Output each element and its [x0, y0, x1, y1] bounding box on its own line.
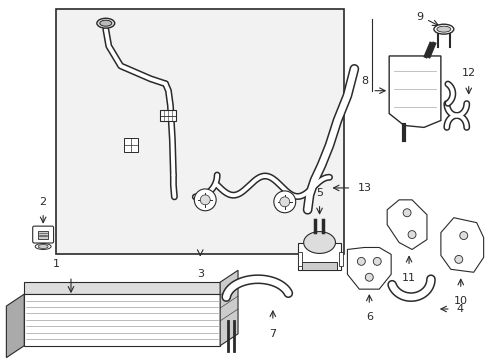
Ellipse shape [433, 24, 453, 34]
Bar [56, 9, 344, 255]
Circle shape [194, 189, 216, 211]
Text: 12: 12 [461, 68, 475, 78]
Text: 3: 3 [196, 269, 203, 279]
Bar [297, 243, 341, 270]
Text: 13: 13 [357, 183, 370, 193]
FancyBboxPatch shape [33, 226, 54, 243]
Text: 10: 10 [453, 296, 467, 306]
Text: 5: 5 [315, 188, 323, 198]
Bar [160, 109, 176, 121]
Bar [301, 262, 337, 270]
Text: 7: 7 [269, 329, 276, 339]
Polygon shape [220, 270, 238, 346]
Ellipse shape [100, 20, 112, 26]
Ellipse shape [38, 244, 48, 248]
Circle shape [365, 273, 372, 281]
Text: 2: 2 [40, 197, 47, 207]
Polygon shape [346, 247, 390, 289]
Polygon shape [24, 282, 220, 294]
Polygon shape [24, 294, 220, 346]
Ellipse shape [303, 231, 335, 253]
Circle shape [279, 197, 289, 207]
Bar [339, 252, 343, 266]
Circle shape [454, 255, 462, 264]
Bar [123, 138, 137, 152]
Text: 9: 9 [416, 12, 423, 22]
Circle shape [273, 191, 295, 213]
Text: 6: 6 [365, 312, 372, 322]
Text: 1: 1 [53, 259, 60, 269]
Circle shape [372, 257, 381, 265]
Bar [297, 252, 301, 266]
Polygon shape [6, 294, 24, 357]
Circle shape [402, 209, 410, 217]
Text: 4: 4 [456, 304, 463, 314]
Ellipse shape [436, 26, 450, 32]
Circle shape [407, 231, 415, 239]
Polygon shape [440, 218, 483, 272]
Ellipse shape [35, 243, 51, 249]
Circle shape [357, 257, 365, 265]
Polygon shape [388, 56, 440, 127]
Ellipse shape [97, 18, 115, 28]
Text: 8: 8 [360, 76, 367, 86]
Circle shape [459, 231, 467, 239]
Polygon shape [386, 200, 426, 249]
Bar [38, 231, 48, 239]
Circle shape [200, 195, 210, 205]
Text: 11: 11 [401, 273, 415, 283]
